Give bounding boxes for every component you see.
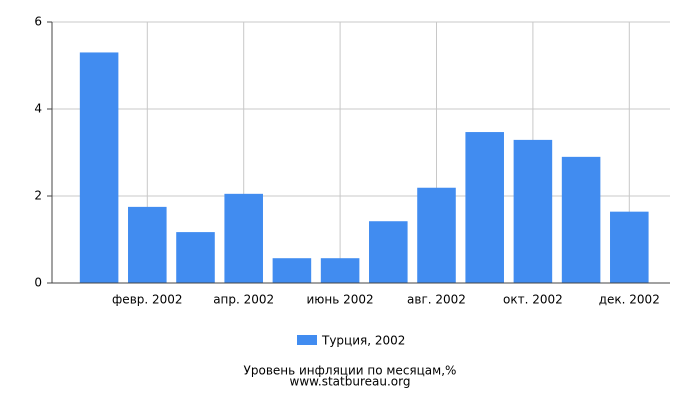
chart-title: Уровень инфляции по месяцам,%: [244, 364, 457, 378]
x-tick-label: авг. 2002: [407, 293, 466, 307]
bar: [465, 132, 504, 283]
bar: [417, 187, 456, 283]
y-tick-label: 4: [34, 102, 42, 116]
x-tick-label: апр. 2002: [213, 293, 274, 307]
bar: [272, 258, 312, 283]
y-tick-label: 6: [34, 15, 42, 29]
x-tick-label: дек. 2002: [599, 293, 660, 307]
x-tick-label: окт. 2002: [503, 293, 563, 307]
legend-swatch: [297, 335, 317, 345]
legend-label: Турция, 2002: [321, 334, 405, 348]
bar: [369, 221, 408, 283]
bar: [79, 52, 119, 284]
bar: [128, 206, 167, 283]
bar: [320, 258, 360, 283]
bar: [513, 139, 553, 283]
bar: [224, 193, 263, 283]
chart-subtitle: www.statbureau.org: [290, 375, 411, 389]
bar: [610, 211, 649, 283]
x-tick-label: июнь 2002: [307, 293, 374, 307]
bar: [561, 156, 601, 283]
y-tick-label: 0: [34, 276, 42, 290]
x-tick-label: февр. 2002: [112, 293, 183, 307]
bar: [176, 232, 215, 283]
y-tick-label: 2: [34, 189, 42, 203]
